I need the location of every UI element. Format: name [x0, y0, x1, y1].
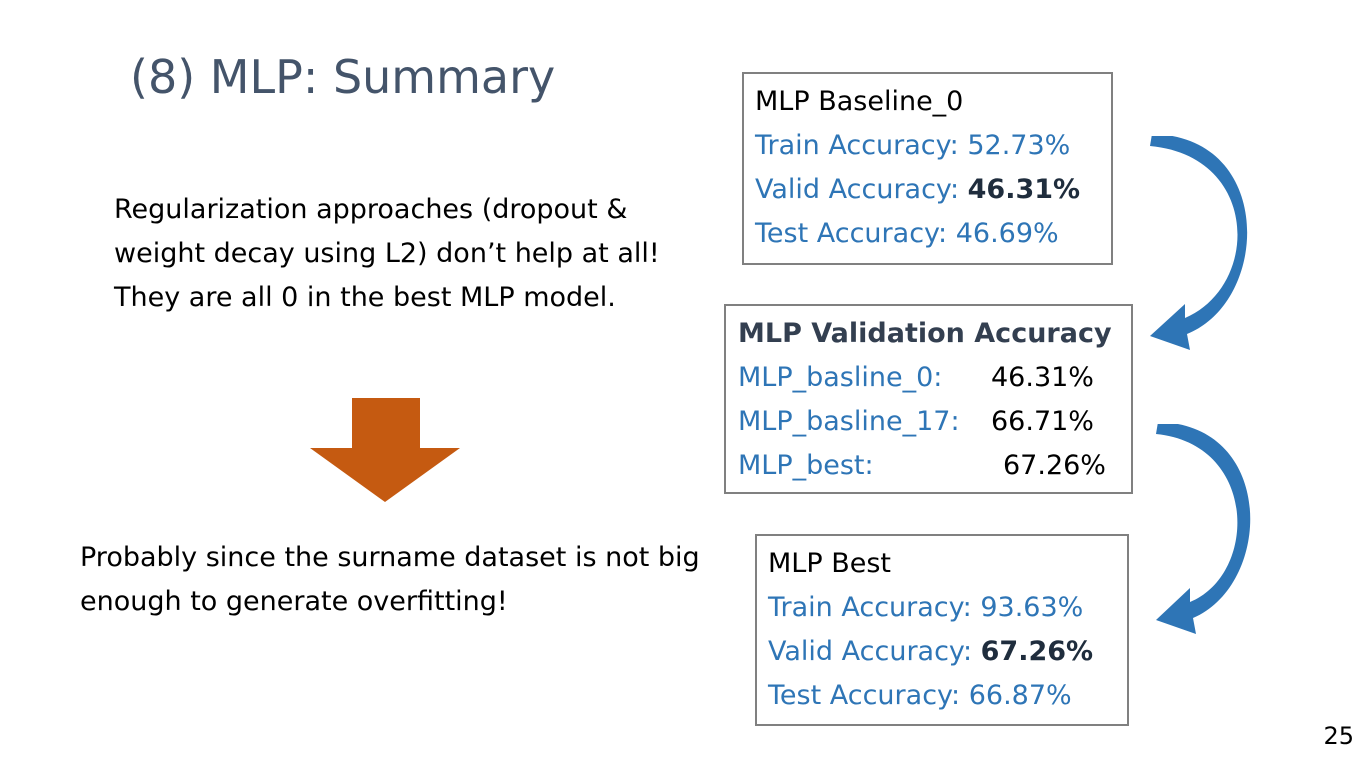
- validation-title: MLP Validation Accuracy: [738, 318, 1112, 349]
- best-test-row: Test Accuracy: 66.87%: [768, 674, 1127, 718]
- baseline-valid-label: Valid Accuracy:: [755, 174, 968, 205]
- validation-row: MLP_best: 67.26%: [738, 444, 1131, 488]
- baseline-train-value: 52.73%: [967, 130, 1071, 161]
- down-arrow-icon: [310, 398, 460, 502]
- baseline-box: MLP Baseline_0 Train Accuracy: 52.73% Va…: [742, 72, 1113, 265]
- curved-arrow-icon: [1150, 136, 1248, 350]
- validation-row: MLP_basline_0: 46.31%: [738, 356, 1131, 400]
- baseline-test-row: Test Accuracy: 46.69%: [755, 212, 1111, 256]
- best-box: MLP Best Train Accuracy: 93.63% Valid Ac…: [755, 534, 1129, 726]
- baseline-test-value: 46.69%: [955, 218, 1059, 249]
- baseline-valid-value: 46.31%: [967, 174, 1081, 205]
- best-title: MLP Best: [768, 548, 891, 579]
- best-train-row: Train Accuracy: 93.63%: [768, 586, 1127, 630]
- best-test-label: Test Accuracy:: [768, 680, 969, 711]
- validation-row-label: MLP_basline_17:: [738, 406, 960, 437]
- curved-arrow-icon: [1156, 424, 1251, 634]
- validation-box: MLP Validation Accuracy MLP_basline_0: 46…: [724, 304, 1133, 494]
- best-valid-row: Valid Accuracy: 67.26%: [768, 630, 1127, 674]
- baseline-valid-row: Valid Accuracy: 46.31%: [755, 168, 1111, 212]
- best-train-value: 93.63%: [980, 592, 1084, 623]
- best-test-value: 66.87%: [968, 680, 1072, 711]
- conclusion-text: Probably since the surname dataset is no…: [80, 542, 700, 617]
- baseline-train-row: Train Accuracy: 52.73%: [755, 124, 1111, 168]
- validation-row-value: 66.71%: [991, 406, 1094, 437]
- validation-row-label: MLP_best:: [738, 450, 874, 481]
- best-train-label: Train Accuracy:: [768, 592, 981, 623]
- validation-row-value: 67.26%: [1003, 450, 1106, 481]
- best-valid-label: Valid Accuracy:: [768, 636, 981, 667]
- baseline-title: MLP Baseline_0: [755, 86, 964, 117]
- validation-row: MLP_basline_17: 66.71%: [738, 400, 1131, 444]
- baseline-train-label: Train Accuracy:: [755, 130, 968, 161]
- best-valid-value: 67.26%: [980, 636, 1094, 667]
- regularization-text: Regularization approaches (dropout & wei…: [114, 194, 660, 313]
- validation-row-label: MLP_basline_0:: [738, 362, 943, 393]
- page-number: 25: [1323, 722, 1354, 750]
- validation-row-value: 46.31%: [991, 362, 1094, 393]
- slide-title: (8) MLP: Summary: [130, 50, 556, 104]
- baseline-test-label: Test Accuracy:: [755, 218, 956, 249]
